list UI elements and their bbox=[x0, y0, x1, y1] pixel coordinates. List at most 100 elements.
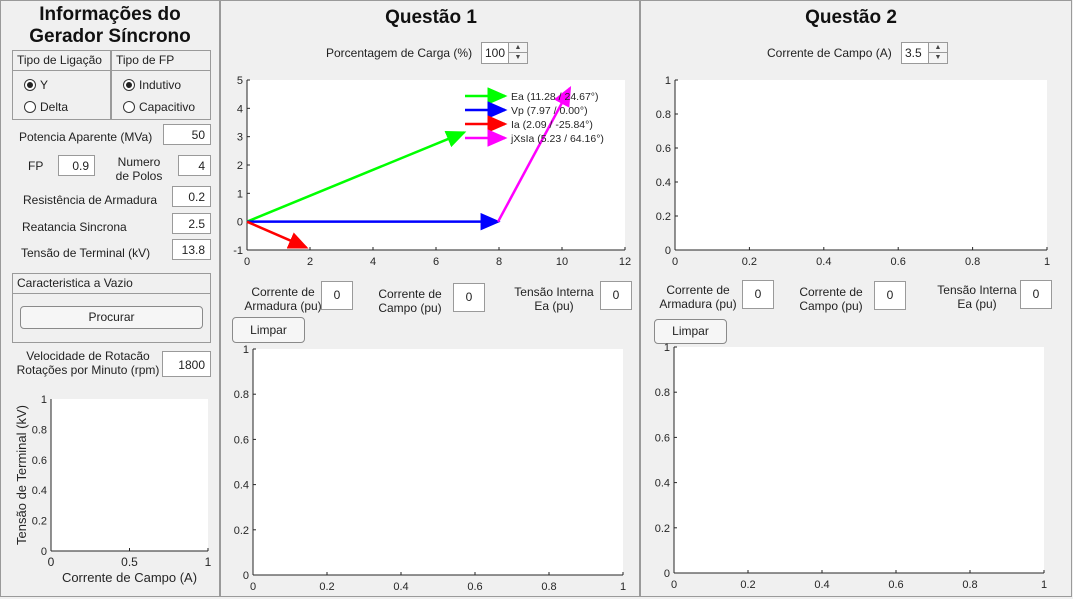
legend-entry: Ea (11.28 / 24.67°) bbox=[511, 91, 598, 103]
q2-bottom-chart-xtick: 0.8 bbox=[962, 579, 977, 591]
q1-chart-ytick: 0.4 bbox=[234, 480, 249, 492]
q2-field-current-field[interactable]: 0 bbox=[874, 281, 906, 310]
radio-indutivo-label: Indutivo bbox=[139, 78, 182, 92]
apparent-power-field[interactable]: 50 bbox=[163, 124, 211, 145]
poles-label-line2: de Polos bbox=[115, 169, 163, 183]
q2-armature-current-field[interactable]: 0 bbox=[742, 280, 774, 309]
q1-clear-button[interactable]: Limpar bbox=[232, 317, 305, 343]
q1-chart-xtick: 0.2 bbox=[319, 581, 334, 593]
q2-top-chart-xtick: 0 bbox=[672, 256, 678, 268]
phasor-arrow-1 bbox=[246, 130, 467, 223]
no-load-title: Caracteristica a Vazio bbox=[13, 274, 210, 294]
q2-bottom-chart-ytick: 1 bbox=[664, 342, 670, 354]
spinner-down-icon[interactable]: ▼ bbox=[928, 53, 947, 63]
load-percent-spinner[interactable]: 100 ▲ ▼ bbox=[481, 42, 528, 64]
q1-panel: Questão 1 Porcentagem de Carga (%) 100 ▲… bbox=[220, 0, 640, 597]
q2-top-chart-ytick: 1 bbox=[665, 75, 671, 87]
q1-results-chart: 0 0.2 0.4 0.6 0.8 1 0 0.2 0.4 0.6 0.8 1 bbox=[234, 344, 626, 593]
phasor-xtick: 12 bbox=[619, 256, 631, 268]
speed-label-line2: Rotações por Minuto (rpm) bbox=[16, 363, 160, 377]
q2-bottom-chart-xtick: 0 bbox=[671, 579, 677, 591]
q2-bottom-chart-xtick: 1 bbox=[1041, 579, 1047, 591]
legend-entry: Vp (7.97 / 0.00°) bbox=[511, 105, 588, 117]
q2-internal-voltage-field[interactable]: 0 bbox=[1020, 280, 1052, 309]
poles-field[interactable]: 4 bbox=[178, 155, 211, 176]
no-load-xtick: 0.5 bbox=[121, 555, 138, 569]
radio-indutivo[interactable] bbox=[123, 79, 135, 91]
phasor-ytick: -1 bbox=[233, 245, 243, 257]
load-percent-label: Porcentagem de Carga (%) bbox=[326, 46, 473, 60]
phasor-ytick: 4 bbox=[237, 103, 243, 115]
q2-internal-voltage-label: Tensão Interna Ea (pu) bbox=[929, 283, 1025, 311]
q1-chart-ytick: 1 bbox=[243, 344, 249, 356]
q2-field-current-line1: Corrente de bbox=[799, 285, 863, 299]
sync-reactance-field[interactable]: 2.5 bbox=[172, 213, 211, 234]
q2-clear-button[interactable]: Limpar bbox=[654, 319, 727, 344]
q2-top-chart: 0 0.2 0.4 0.6 0.8 1 0 0.2 0.4 0.6 0.8 1 bbox=[656, 75, 1050, 268]
q2-armature-current-line1: Corrente de bbox=[666, 283, 730, 297]
armature-resistance-field[interactable]: 0.2 bbox=[172, 186, 211, 207]
radio-y-label: Y bbox=[40, 78, 49, 92]
q1-title: Questão 1 bbox=[385, 7, 477, 28]
fp-label: FP bbox=[28, 159, 44, 173]
radio-capacitivo[interactable] bbox=[123, 101, 135, 113]
terminal-voltage-field[interactable]: 13.8 bbox=[172, 239, 211, 260]
q2-top-chart-plot-area bbox=[675, 80, 1047, 250]
q2-field-current-line2: Campo (pu) bbox=[799, 299, 863, 313]
radio-delta[interactable] bbox=[24, 101, 36, 113]
q2-title: Questão 2 bbox=[805, 7, 897, 28]
q2-top-chart-xtick: 1 bbox=[1044, 256, 1050, 268]
q1-field-current-label: Corrente de Campo (pu) bbox=[368, 287, 452, 315]
sync-reactance-label: Reatancia Sincrona bbox=[22, 220, 127, 234]
load-percent-value[interactable]: 100 bbox=[485, 46, 505, 60]
q1-internal-voltage-field[interactable]: 0 bbox=[600, 281, 632, 310]
fp-field[interactable]: 0.9 bbox=[58, 155, 95, 176]
phasor-arrow-3 bbox=[246, 220, 309, 249]
spinner-down-icon[interactable]: ▼ bbox=[508, 53, 527, 63]
legend-entry: Ia (2.09 / -25.84°) bbox=[511, 119, 593, 131]
procurar-button[interactable]: Procurar bbox=[20, 306, 203, 329]
radio-y[interactable] bbox=[24, 79, 36, 91]
phasor-ytick: 0 bbox=[237, 217, 243, 229]
legend-entry: jXsIa (5.23 / 64.16°) bbox=[510, 133, 604, 145]
phasor-ytick: 1 bbox=[237, 188, 243, 200]
spinner-up-icon[interactable]: ▲ bbox=[508, 43, 527, 53]
no-load-xlabel: Corrente de Campo (A) bbox=[62, 570, 197, 585]
no-load-ytick: 0.8 bbox=[32, 424, 47, 436]
q2-bottom-chart-ytick: 0.6 bbox=[655, 432, 670, 444]
q2-bottom-chart-xtick: 0.2 bbox=[740, 579, 755, 591]
phasor-arrow-4 bbox=[496, 86, 572, 223]
q2-panel: Questão 2 Corrente de Campo (A) 3.5 ▲ ▼ … bbox=[640, 0, 1072, 597]
no-load-ytick: 0 bbox=[41, 546, 47, 558]
no-load-xtick: 1 bbox=[205, 555, 212, 569]
speed-label-line1: Velocidade de Rotacão bbox=[26, 349, 150, 363]
q1-chart-ytick: 0.2 bbox=[234, 525, 249, 537]
spinner-up-icon[interactable]: ▲ bbox=[928, 43, 947, 53]
q1-field-current-field[interactable]: 0 bbox=[453, 283, 485, 312]
field-current-spinner[interactable]: 3.5 ▲ ▼ bbox=[901, 42, 948, 64]
q1-field-current-line2: Campo (pu) bbox=[378, 301, 442, 315]
q2-top-chart-xtick: 0.4 bbox=[816, 256, 831, 268]
q2-bottom-chart-ytick: 0 bbox=[664, 568, 670, 580]
connection-type-title: Tipo de Ligação bbox=[13, 51, 110, 71]
q1-internal-voltage-line1: Tensão Interna bbox=[514, 285, 594, 299]
phasor-ytick: 2 bbox=[237, 160, 243, 172]
q1-chart-plot-area bbox=[253, 349, 623, 575]
speed-field[interactable]: 1800 bbox=[162, 351, 211, 377]
q2-bottom-chart-ytick: 0.8 bbox=[655, 387, 670, 399]
q1-chart-xtick: 0 bbox=[250, 581, 256, 593]
q1-armature-current-field[interactable]: 0 bbox=[321, 281, 353, 310]
q1-chart-ytick: 0.8 bbox=[234, 389, 249, 401]
radio-capacitivo-label: Capacitivo bbox=[139, 100, 196, 114]
field-current-value[interactable]: 3.5 bbox=[905, 46, 922, 60]
speed-label: Velocidade de Rotacão Rotações por Minut… bbox=[13, 349, 163, 377]
q2-bottom-chart-ytick: 0.2 bbox=[655, 523, 670, 535]
q2-top-chart-ytick: 0 bbox=[665, 245, 671, 257]
q1-chart-ytick: 0.6 bbox=[234, 434, 249, 446]
q2-internal-voltage-line2: Ea (pu) bbox=[957, 297, 997, 311]
no-load-chart: 0 0.5 1 0 0.2 0.4 0.6 0.8 1 Corrente de … bbox=[14, 394, 212, 585]
q2-armature-current-label: Corrente de Armadura (pu) bbox=[653, 283, 743, 311]
q2-internal-voltage-line1: Tensão Interna bbox=[937, 283, 1017, 297]
q2-bottom-chart: 0 0.2 0.4 0.6 0.8 1 0 0.2 0.4 0.6 0.8 1 bbox=[655, 342, 1047, 591]
